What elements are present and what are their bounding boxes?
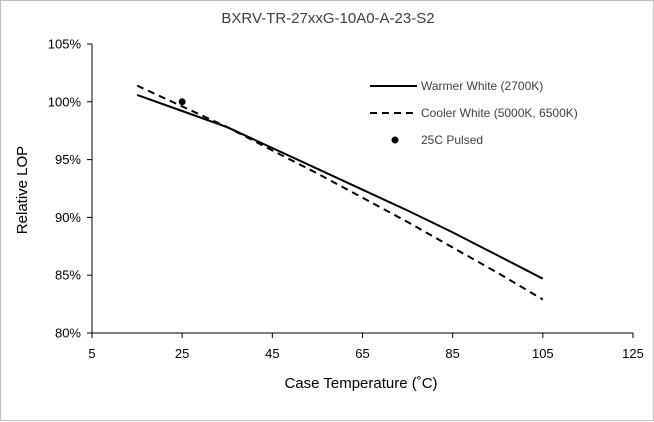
y-tick-label: 105%: [48, 37, 82, 52]
x-axis-label: Case Temperature (˚C): [284, 375, 437, 392]
x-tick-label: 5: [88, 346, 95, 361]
x-tick-label: 65: [355, 346, 369, 361]
y-tick-label: 90%: [55, 210, 81, 225]
x-tick-label: 85: [445, 346, 459, 361]
legend-label: Warmer White (2700K): [421, 79, 543, 93]
x-tick-label: 45: [265, 346, 279, 361]
legend-25c-pulsed: 25C Pulsed: [391, 133, 483, 147]
data-point-25c-pulsed: [178, 98, 186, 106]
y-tick-label: 80%: [55, 326, 81, 341]
chart-title: BXRV-TR-27xxG-10A0-A-23-S2: [221, 10, 434, 27]
legend-label: Cooler White (5000K, 6500K): [421, 106, 578, 120]
series-line-warmer-white: [136, 93, 544, 280]
y-axis-label: Relative LOP: [14, 146, 31, 234]
plot-area: 5 25 45 65 85 105 125 80% 85% 90% 95% 100% 105%: [48, 37, 644, 362]
series-line-cooler-white: [136, 84, 544, 301]
legend-marker-icon: [391, 136, 399, 144]
legend-warmer-white: Warmer White (2700K): [370, 79, 543, 93]
legend-label: 25C Pulsed: [421, 133, 483, 147]
x-tick-label: 105: [532, 346, 554, 361]
y-tick-label: 85%: [55, 268, 81, 283]
legend: Warmer White (2700K) Cooler White (5000K,…: [370, 79, 578, 147]
legend-cooler-white: Cooler White (5000K, 6500K): [370, 106, 578, 120]
y-tick-label: 100%: [48, 94, 82, 109]
y-tick-label: 95%: [55, 152, 81, 167]
x-tick-label: 125: [622, 346, 644, 361]
x-tick-label: 25: [175, 346, 189, 361]
